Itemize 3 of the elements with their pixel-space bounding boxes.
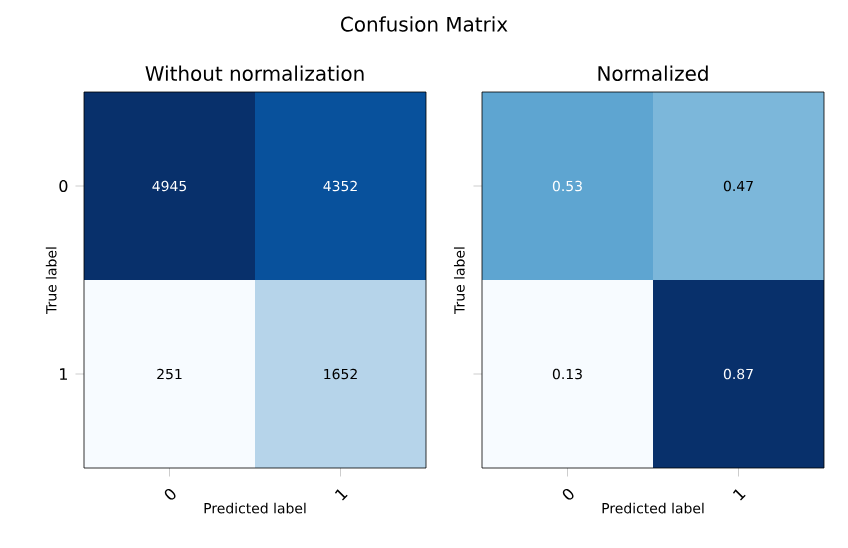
chart-title: Without normalization — [145, 65, 364, 81]
text: Confusion Matrix — [341, 16, 508, 32]
chart-title: Normalized — [598, 65, 708, 81]
